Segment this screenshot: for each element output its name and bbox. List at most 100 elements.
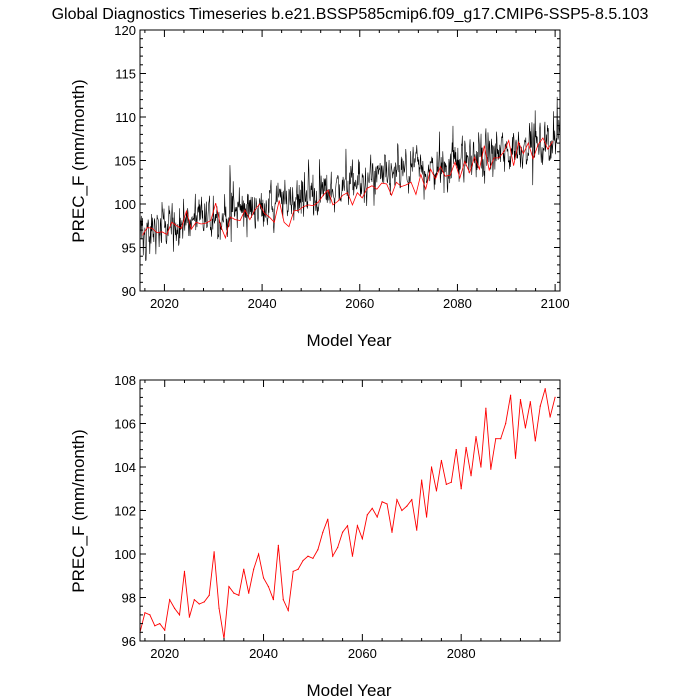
- bottom-annual-point: [169, 599, 171, 601]
- top-x-tick-label: 2020: [150, 296, 179, 311]
- bottom-annual-point: [500, 438, 502, 440]
- bottom-annual-point: [411, 499, 413, 501]
- top-annual-series-line: [142, 137, 554, 240]
- bottom-y-tick-label: 100: [114, 547, 136, 562]
- bottom-annual-point: [406, 505, 408, 507]
- bottom-annual-point: [213, 551, 215, 553]
- bottom-annual-point: [505, 422, 507, 425]
- bottom-annual-point: [262, 577, 265, 579]
- top-monthly-series-line: [139, 96, 561, 261]
- top-y-tick-label: 95: [122, 241, 136, 256]
- bottom-panel: 96 98 100 102 104 106 108 2020 2040 2060 2080 Mode…: [69, 373, 561, 700]
- bottom-annual-point: [183, 570, 186, 573]
- bottom-annual-point: [164, 629, 166, 631]
- figure-title: Global Diagnostics Timeseries b.e21.BSSP…: [52, 6, 649, 23]
- bottom-annual-point: [356, 525, 359, 527]
- top-x-tick-label: 2040: [248, 296, 277, 311]
- bottom-y-tick-label: 104: [114, 460, 136, 475]
- top-plot-area: 90 95 100 105 110 115 120 2020 2040 2060 2080 2100: [114, 23, 569, 311]
- bottom-annual-point: [341, 531, 344, 533]
- bottom-annual-point: [337, 546, 339, 549]
- bottom-annual-point: [450, 481, 452, 483]
- bottom-y-tick-label: 96: [122, 634, 136, 649]
- bottom-annual-point: [425, 516, 428, 518]
- bottom-annual-point: [243, 568, 245, 570]
- bottom-y-tick-label: 98: [122, 591, 136, 606]
- top-y-axis-label: PREC_F (mm/month): [69, 79, 88, 242]
- bottom-y-axis-label: PREC_F (mm/month): [69, 429, 88, 592]
- bottom-annual-point: [154, 625, 156, 627]
- bottom-annual-point: [277, 544, 279, 546]
- bottom-annual-point: [514, 457, 517, 459]
- bottom-annual-point: [534, 440, 536, 442]
- top-y-tick-label: 115: [115, 67, 136, 82]
- bottom-y-tick-label: 106: [114, 417, 136, 432]
- bottom-annual-point: [430, 466, 433, 468]
- bottom-annual-point: [188, 616, 191, 618]
- bottom-annual-point: [332, 555, 334, 557]
- bottom-annual-point: [292, 570, 294, 573]
- bottom-annual-point: [539, 405, 541, 407]
- bottom-annual-series-line: [139, 388, 556, 639]
- bottom-x-tick-label: 2080: [447, 646, 476, 661]
- bottom-annual-point: [455, 449, 457, 451]
- bottom-annual-point: [149, 614, 151, 616]
- bottom-annual-point: [312, 557, 314, 559]
- bottom-annual-point: [238, 594, 240, 596]
- bottom-annual-point: [470, 475, 472, 477]
- bottom-annual-point: [475, 435, 477, 438]
- top-y-tick-label: 100: [114, 197, 136, 212]
- bottom-annual-point: [198, 603, 200, 605]
- bottom-annual-point: [302, 559, 304, 562]
- bottom-annual-point: [248, 592, 250, 594]
- bottom-annual-point: [465, 446, 467, 449]
- bottom-annual-point: [445, 483, 447, 485]
- bottom-annual-point: [529, 401, 531, 403]
- bottom-axes-frame: [139, 379, 561, 642]
- bottom-annual-point: [421, 479, 423, 481]
- bottom-annual-point: [386, 503, 388, 505]
- bottom-annual-point: [307, 555, 309, 557]
- bottom-annual-point: [351, 555, 354, 557]
- bottom-annual-point: [366, 514, 368, 516]
- bottom-annual-point: [233, 592, 235, 594]
- bottom-x-tick-label: 2040: [249, 646, 278, 661]
- top-x-axis-label: Model Year: [306, 331, 391, 350]
- bottom-annual-point: [480, 466, 482, 468]
- bottom-annual-point: [440, 459, 443, 462]
- bottom-annual-point: [203, 601, 205, 603]
- bottom-annual-point: [376, 516, 378, 518]
- bottom-annual-point: [257, 553, 260, 555]
- bottom-annual-point: [193, 599, 195, 601]
- bottom-annual-point: [159, 623, 161, 625]
- bottom-annual-point: [371, 507, 373, 509]
- bottom-annual-point: [544, 388, 546, 390]
- top-x-tick-label: 2080: [443, 296, 472, 311]
- bottom-annual-point: [416, 529, 418, 531]
- bottom-annual-point: [519, 398, 522, 401]
- bottom-annual-point: [272, 599, 275, 601]
- bottom-annual-point: [267, 586, 270, 588]
- bottom-annual-point: [361, 538, 363, 540]
- bottom-annual-point: [228, 586, 230, 588]
- bottom-annual-point: [524, 427, 527, 429]
- bottom-annual-point: [460, 488, 462, 490]
- bottom-annual-point: [297, 568, 299, 570]
- bottom-x-tick-label: 2060: [348, 646, 377, 661]
- bottom-annual-point: [495, 438, 497, 440]
- bottom-annual-point: [490, 468, 492, 470]
- bottom-annual-point: [509, 394, 512, 396]
- bottom-annual-point: [144, 612, 146, 614]
- bottom-annual-point: [317, 549, 319, 551]
- bottom-annual-point: [549, 416, 551, 418]
- bottom-annual-point: [485, 407, 487, 409]
- top-y-tick-label: 120: [114, 23, 136, 38]
- bottom-y-tick-label: 102: [114, 504, 136, 519]
- bottom-y-tick-label: 108: [114, 373, 136, 388]
- bottom-annual-point: [253, 568, 255, 570]
- bottom-annual-point: [218, 607, 220, 609]
- bottom-plot-area: 96 98 100 102 104 106 108 2020 2040 2060 2080: [114, 373, 561, 661]
- bottom-annual-point: [346, 525, 349, 527]
